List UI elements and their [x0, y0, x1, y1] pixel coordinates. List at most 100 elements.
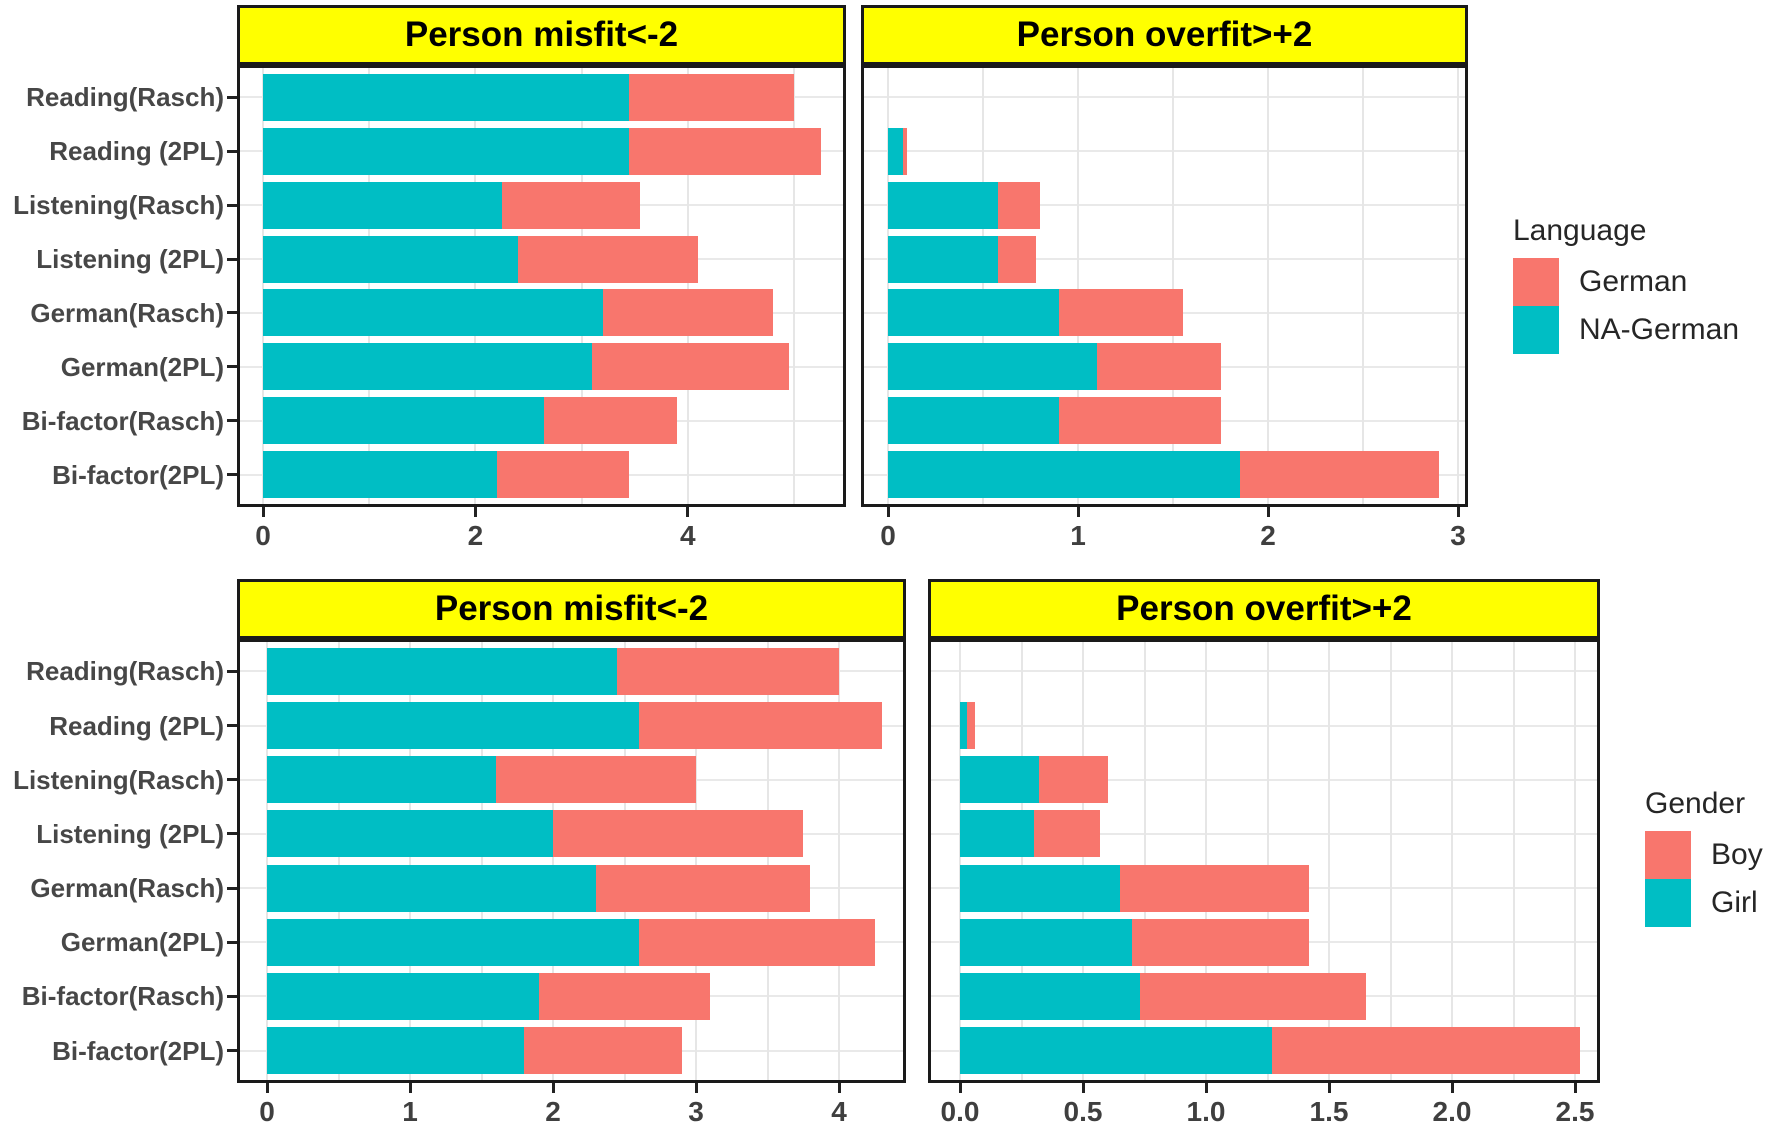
y-axis-label: German(2PL)	[60, 927, 224, 958]
y-axis-label: Reading (2PL)	[49, 710, 224, 741]
y-axis-label: Listening (2PL)	[36, 244, 224, 275]
legend-entry: Girl	[1645, 879, 1763, 927]
x-axis-tick	[265, 1083, 269, 1093]
gridline-vertical	[686, 68, 689, 504]
y-axis-label: Reading (2PL)	[49, 136, 224, 167]
legend-label: German	[1579, 265, 1688, 298]
bar-segment-german	[998, 181, 1040, 229]
gridline-vertical	[766, 642, 769, 1080]
y-axis-label: Bi-factor(2PL)	[52, 459, 224, 490]
bar-segment-german	[1059, 397, 1221, 445]
gridline-vertical	[266, 642, 268, 1080]
bar-segment-girl	[267, 756, 496, 804]
bar-segment-na-german	[263, 289, 603, 337]
bar-segment-boy	[617, 647, 839, 695]
x-tick-label: 2	[545, 1096, 561, 1127]
gridline-horizontal	[931, 832, 1597, 835]
x-tick-label: 3	[688, 1096, 704, 1127]
gridline-horizontal	[864, 96, 1465, 99]
bar-segment-na-german	[888, 235, 999, 283]
legend-entry: Boy	[1645, 831, 1763, 879]
bar-segment-girl	[267, 972, 539, 1020]
gridline-vertical	[1205, 642, 1207, 1080]
gridline-vertical	[262, 68, 264, 504]
bar-segment-german	[1239, 451, 1439, 499]
gridline-vertical	[959, 642, 961, 1080]
legend-entries: German NA-German	[1513, 258, 1739, 354]
facet-strip-bottom-right: Person overfit>+2	[928, 579, 1600, 639]
x-tick-label: 3	[1450, 520, 1466, 551]
x-tick-label: 0	[255, 520, 271, 551]
bar-segment-boy	[595, 864, 811, 912]
bar-segment-girl	[267, 647, 618, 695]
bar-segment-boy	[1119, 864, 1310, 912]
bar-segment-german	[592, 343, 789, 391]
plot-panel-overfit-language	[861, 65, 1468, 507]
x-tick-label: 1	[402, 1096, 418, 1127]
bar-segment-german	[629, 73, 794, 121]
legend-swatch-german	[1513, 258, 1559, 306]
facet-title: Person overfit>+2	[1116, 589, 1412, 628]
gridline-vertical	[623, 642, 626, 1080]
legend-entry: NA-German	[1513, 306, 1739, 354]
x-axis-tick	[1204, 1083, 1208, 1093]
bar-segment-german	[629, 127, 821, 175]
bar-segment-na-german	[888, 181, 999, 229]
gridline-vertical	[368, 68, 371, 504]
facet-strip-bottom-left: Person misfit<-2	[237, 579, 906, 639]
x-axis-tick	[837, 1083, 841, 1093]
legend-label: Boy	[1711, 838, 1763, 871]
x-tick-label: 4	[680, 520, 696, 551]
x-tick-label: 0.5	[1063, 1096, 1103, 1127]
y-axis-label: Reading(Rasch)	[26, 82, 224, 113]
bar-segment-girl	[267, 702, 639, 750]
x-tick-label: 0	[880, 520, 896, 551]
legend-label: Girl	[1711, 886, 1758, 919]
x-axis-tick	[1076, 507, 1080, 517]
bar-segment-girl	[960, 756, 1039, 804]
x-axis-tick	[551, 1083, 555, 1093]
bar-segment-na-german	[263, 73, 630, 121]
x-axis-tick	[886, 507, 890, 517]
bar-segment-girl	[960, 972, 1140, 1020]
facet-title: Person misfit<-2	[434, 589, 709, 628]
gridline-vertical	[480, 642, 483, 1080]
gridline-horizontal	[864, 204, 1465, 207]
gridline-horizontal	[931, 778, 1597, 781]
gridline-horizontal	[931, 724, 1597, 727]
gridline-vertical	[1362, 68, 1364, 504]
x-tick-label: 2	[467, 520, 484, 551]
gridline-vertical	[1077, 68, 1079, 504]
bar-segment-girl	[960, 702, 968, 750]
gridline-vertical	[1512, 642, 1515, 1080]
y-axis-tick	[227, 886, 237, 890]
y-axis-tick	[227, 311, 237, 315]
gridline-vertical	[1266, 642, 1269, 1080]
bar-segment-girl	[267, 918, 639, 966]
bar-segment-boy	[1139, 972, 1366, 1020]
gridline-vertical	[695, 642, 697, 1080]
x-axis-tick	[408, 1083, 412, 1093]
y-axis-label: Listening (2PL)	[36, 818, 224, 849]
legend-label: NA-German	[1579, 313, 1740, 346]
bar-segment-girl	[267, 810, 553, 858]
x-tick-label: 0	[259, 1096, 275, 1127]
bar-segment-na-german	[263, 235, 518, 283]
y-axis-tick	[227, 419, 237, 423]
x-axis-tick	[1327, 1083, 1331, 1093]
y-axis-tick	[227, 1049, 237, 1052]
facet-title: Person overfit>+2	[1016, 15, 1313, 54]
bar-segment-boy	[553, 810, 804, 858]
y-axis-label: German(Rasch)	[30, 873, 224, 904]
x-axis-tick	[694, 1083, 698, 1093]
y-axis-label: Reading(Rasch)	[26, 656, 224, 687]
gridline-vertical	[1457, 68, 1459, 504]
bar-segment-boy	[1033, 810, 1101, 858]
gridline-vertical	[838, 642, 840, 1080]
gridline-vertical	[1172, 68, 1174, 504]
gridline-horizontal	[931, 670, 1597, 673]
legend-language: Language German NA-German	[1513, 214, 1739, 354]
y-axis-tick	[227, 778, 237, 782]
bar-segment-boy	[1132, 918, 1310, 966]
